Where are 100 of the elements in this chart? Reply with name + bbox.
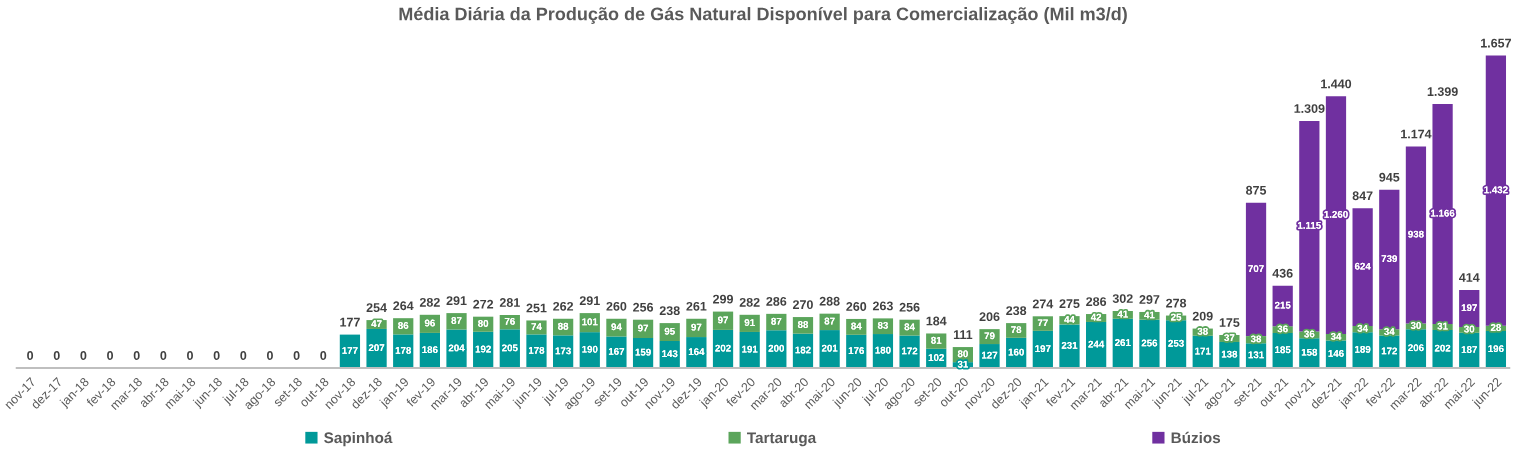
bar	[1299, 121, 1320, 332]
total-label: 264	[393, 301, 414, 311]
total-label: 278	[1166, 298, 1187, 308]
total-label: 1.399	[1427, 87, 1458, 97]
total-label: 286	[766, 296, 787, 306]
total-label: 260	[846, 302, 867, 311]
data-label: 178	[528, 346, 545, 354]
data-label: 101	[582, 318, 598, 326]
data-label: 87	[824, 317, 835, 325]
legend-label: Sapinhoá	[324, 431, 393, 447]
text: 0	[53, 351, 60, 360]
total-label: 875	[1246, 185, 1267, 195]
total-label: 302	[1112, 294, 1133, 304]
data-label: 97	[638, 324, 649, 332]
total-label: 297	[1139, 295, 1160, 304]
bar	[1405, 146, 1427, 324]
data-label: 177	[342, 347, 358, 354]
total-label: 270	[792, 300, 813, 310]
data-label: 30	[1410, 322, 1421, 329]
total-label: 1.440	[1321, 79, 1352, 89]
data-label: 196	[1488, 345, 1504, 353]
data-label: 172	[1381, 347, 1398, 355]
total-label: 261	[686, 301, 707, 311]
data-label: 187	[1461, 346, 1477, 353]
total-label: 260	[606, 301, 627, 311]
total-label: 274	[1032, 299, 1054, 309]
total-label: 177	[340, 317, 360, 327]
data-label: 231	[1061, 341, 1078, 349]
data-label: 34	[1384, 328, 1395, 335]
data-label: 171	[1195, 347, 1211, 355]
data-label: 138	[1221, 350, 1238, 358]
data-label: 31	[957, 360, 969, 368]
data-label: 131	[1248, 351, 1264, 359]
data-label: 87	[771, 317, 782, 325]
data-label: 41	[1144, 311, 1155, 319]
data-label: 88	[558, 322, 569, 330]
data-label: 42	[1090, 313, 1102, 321]
total-label: 184	[926, 316, 947, 326]
data-label: 253	[1168, 339, 1184, 347]
total-label: 436	[1272, 268, 1293, 278]
total-label: 847	[1352, 191, 1373, 201]
data-label: 34	[1330, 332, 1342, 340]
data-label: 200	[768, 344, 785, 352]
bar	[1325, 96, 1347, 335]
total-label: 238	[659, 306, 680, 316]
data-label: 83	[877, 321, 888, 329]
data-label: 44	[1064, 316, 1075, 323]
data-label: 190	[582, 345, 598, 353]
data-label: 88	[797, 321, 809, 328]
data-label: 197	[1035, 345, 1051, 353]
data-label: 76	[504, 317, 515, 325]
legend-label: Tartaruga	[747, 432, 817, 447]
data-label: 143	[662, 350, 678, 358]
data-label: 182	[795, 346, 811, 354]
data-label: 86	[398, 322, 409, 329]
text: 0	[27, 351, 34, 360]
total-label: 111	[953, 330, 973, 339]
data-label: 256	[1141, 339, 1158, 347]
text: 0	[266, 351, 273, 360]
data-label: 38	[1250, 335, 1262, 343]
data-label: 261	[1115, 339, 1131, 346]
bar	[1245, 202, 1267, 337]
data-label: 167	[608, 347, 625, 355]
text: 0	[240, 351, 247, 360]
data-label: 164	[688, 348, 705, 356]
data-label: 624	[1354, 262, 1371, 270]
total-label: 175	[1219, 318, 1240, 327]
data-label: 97	[691, 323, 702, 331]
data-label: 102	[928, 354, 944, 361]
data-label: 707	[1248, 265, 1264, 273]
total-label: 262	[553, 301, 574, 311]
total-label: 414	[1459, 273, 1480, 282]
data-label: 38	[1197, 327, 1208, 335]
total-label: 1.309	[1294, 104, 1325, 114]
data-label: 96	[424, 319, 435, 327]
total-label: 206	[979, 312, 1000, 322]
data-label: 185	[1275, 346, 1291, 354]
data-label: 127	[982, 351, 998, 359]
total-label: 288	[819, 296, 840, 306]
data-label: 36	[1277, 325, 1288, 333]
data-label: 173	[555, 347, 571, 355]
total-label: 281	[499, 298, 520, 307]
data-label: 202	[715, 344, 731, 352]
data-label: 91	[744, 319, 755, 326]
data-label: 938	[1408, 230, 1424, 238]
text: 0	[80, 351, 87, 360]
text: 0	[187, 351, 193, 360]
data-label: 94	[611, 323, 622, 331]
data-label: 197	[1461, 304, 1477, 312]
legend-label: Búzios	[1171, 431, 1221, 444]
data-label: 74	[531, 323, 542, 330]
total-label: 256	[899, 302, 920, 312]
data-label: 84	[851, 322, 862, 330]
data-label: 180	[875, 346, 891, 354]
bar	[1379, 189, 1400, 330]
total-label: 275	[1059, 299, 1080, 309]
data-label: 80	[478, 319, 489, 327]
data-label: 28	[1490, 324, 1501, 331]
data-label: 36	[1304, 330, 1315, 338]
total-label: 1.174	[1401, 129, 1432, 139]
